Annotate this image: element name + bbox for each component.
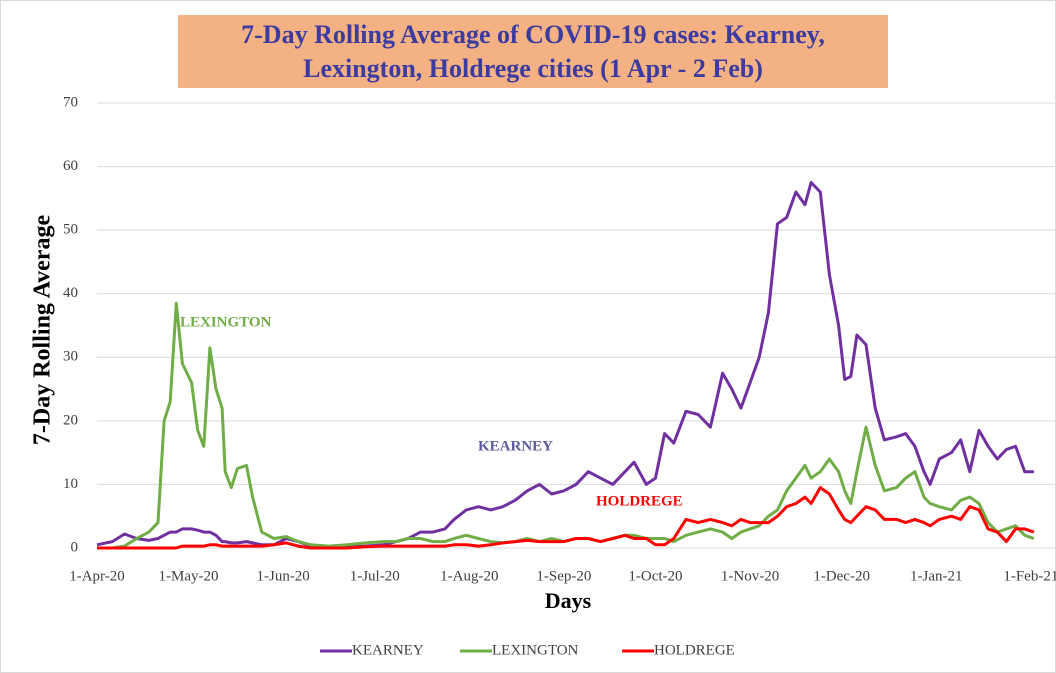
x-tick-label: 1-Sep-20 [536,568,591,584]
x-tick-label: 1-May-20 [159,568,219,584]
x-tick-label: 1-Jun-20 [256,568,309,584]
y-tick-label: 60 [63,158,78,174]
y-tick-label: 70 [63,94,78,110]
x-tick-label: 1-Aug-20 [440,568,498,584]
y-axis-label: 7-Day Rolling Average [30,215,56,446]
x-tick-label: 1-Feb-21 [1003,568,1056,584]
x-tick-label: 1-Nov-20 [721,568,779,584]
series-line [96,181,1034,549]
legend-label: LEXINGTON [492,642,579,658]
legend-label: KEARNEY [352,642,424,658]
series-line [97,301,1035,550]
y-tick-label: 10 [63,476,78,492]
x-tick-label: 1-Jul-20 [350,568,400,584]
legend-label: HOLDREGE [654,642,735,658]
x-axis-label: Days [545,588,592,613]
y-tick-label: 30 [63,349,78,365]
x-tick-label: 1-Dec-20 [813,568,870,584]
annotation: LEXINGTON [180,314,272,330]
annotation: KEARNEY [478,438,553,454]
y-tick-label: 0 [71,539,79,555]
x-tick-label: 1-Jan-21 [910,568,963,584]
annotation: HOLDREGE [596,493,683,509]
series-line [97,486,1035,550]
x-tick-label: 1-Oct-20 [628,568,682,584]
y-tick-label: 20 [63,412,78,428]
y-tick-label: 40 [63,285,78,301]
y-tick-label: 50 [63,222,78,238]
chart-title: 7-Day Rolling Average of COVID-19 cases:… [178,15,888,88]
x-tick-label: 1-Apr-20 [69,568,125,584]
